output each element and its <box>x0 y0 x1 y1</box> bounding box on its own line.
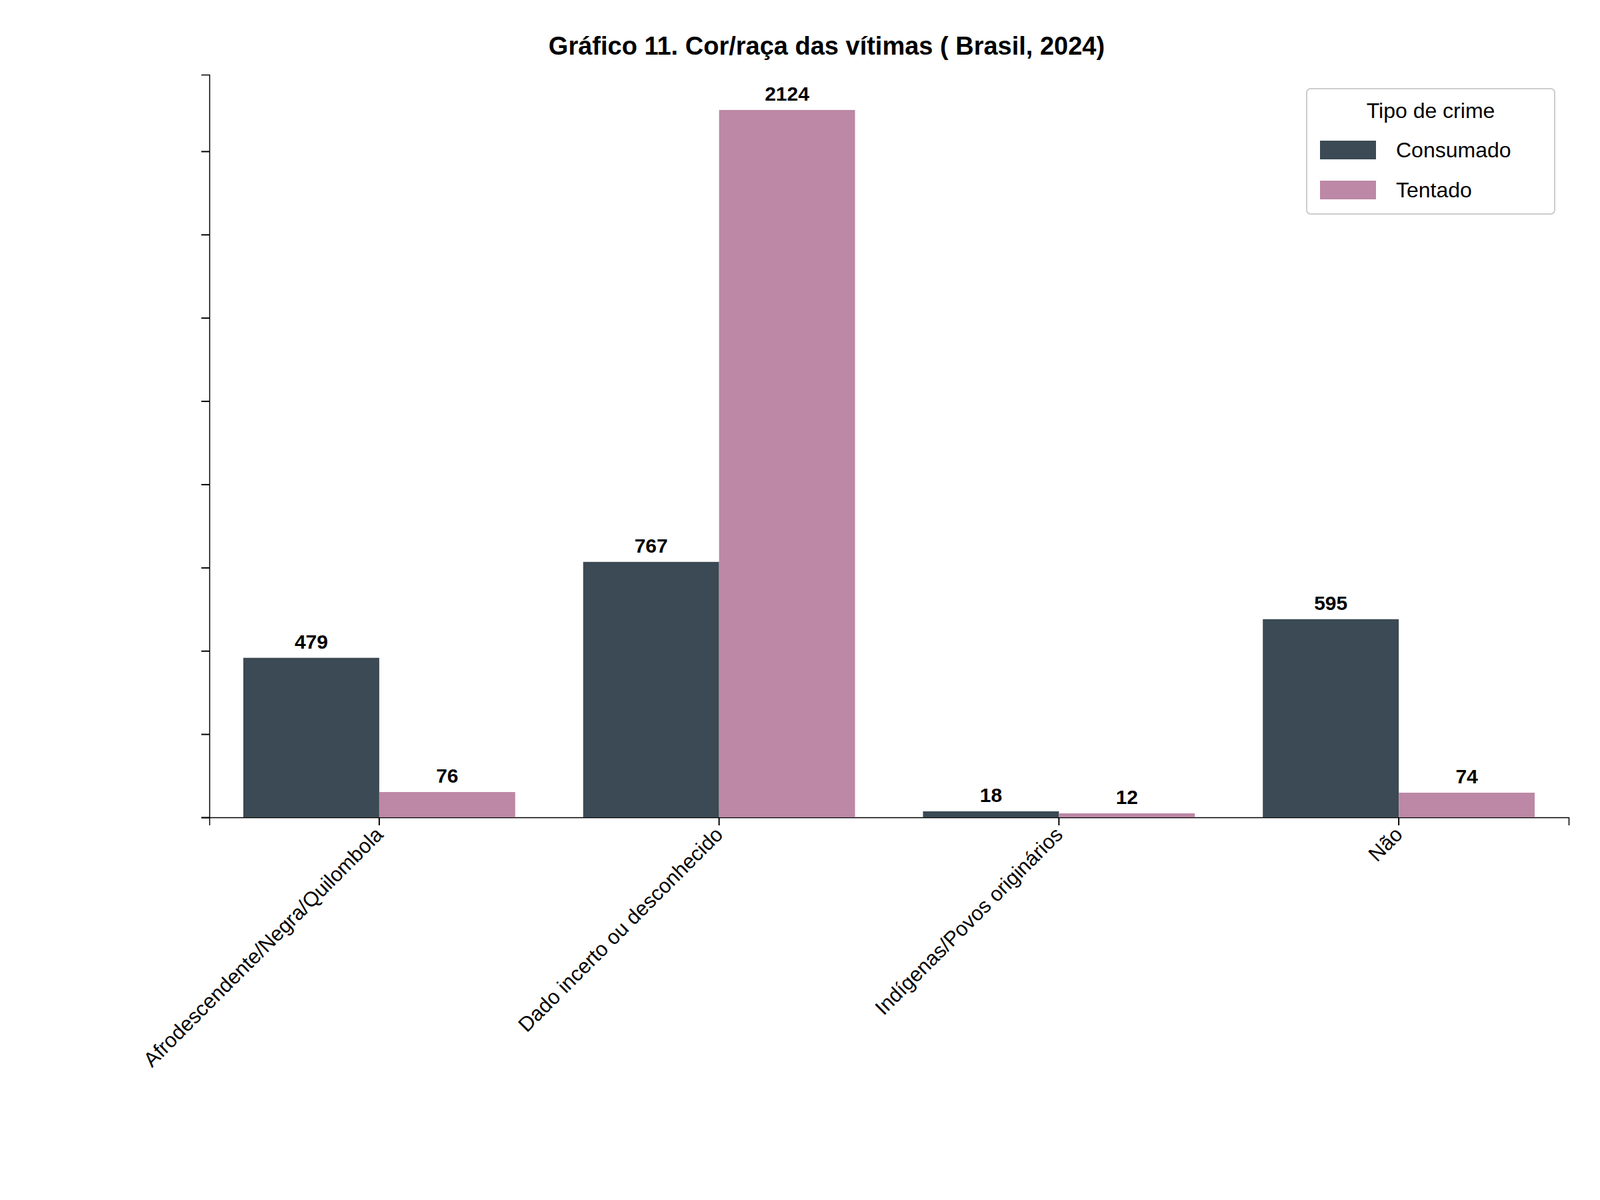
data-label: 12 <box>1116 786 1138 808</box>
y-tick <box>201 151 210 152</box>
bar <box>719 110 856 818</box>
bar <box>1262 619 1399 818</box>
data-label: 18 <box>980 784 1002 806</box>
bar <box>1398 792 1535 818</box>
title: Gráfico 11. Cor/raça das vítimas ( Brasi… <box>548 32 1105 60</box>
legend-title: Tipo de crime <box>1366 98 1496 123</box>
x-tick-mark <box>1058 817 1060 826</box>
y-tick <box>201 567 210 568</box>
data-label: 2124 <box>764 82 810 105</box>
y-tick-mark <box>201 650 210 652</box>
x-tick-label: Dado incerto ou desconhecido <box>513 822 728 1037</box>
x-axis: Afrodescendente/Negra/Quilombola Dado inc… <box>138 817 1569 1072</box>
y-tick-mark <box>201 734 210 736</box>
y-tick-mark <box>201 150 210 152</box>
y-tick-mark <box>201 317 210 319</box>
legend-label: Tentado <box>1396 178 1472 202</box>
legend-swatch <box>1320 180 1376 200</box>
x-tick: Dado incerto ou desconhecido <box>513 817 728 1037</box>
x-tick-label: Indígenas/Povos originários <box>870 822 1068 1020</box>
x-tick: Indígenas/Povos originários <box>870 817 1068 1020</box>
y-tick <box>201 650 210 652</box>
chart: Gráfico 11. Cor/raça das vítimas ( Brasi… <box>0 0 1600 1200</box>
bar <box>922 811 1059 818</box>
x-tick-mark <box>1398 817 1400 826</box>
data-labels: 479 767 18 595 76 2124 12 74 <box>294 82 1478 808</box>
y-tick <box>201 401 210 402</box>
x-tick-mark <box>378 817 380 826</box>
legend-swatch <box>1320 140 1376 160</box>
x-tick-mark <box>718 817 720 826</box>
data-label: 74 <box>1455 765 1478 788</box>
data-label: 479 <box>294 630 328 653</box>
data-label: 76 <box>436 764 458 787</box>
legend-label: Consumado <box>1396 138 1512 162</box>
legend-box <box>1306 88 1555 214</box>
bar <box>379 792 516 818</box>
y-tick-mark <box>201 484 210 486</box>
y-tick-mark <box>201 234 210 236</box>
legend: Tipo de crime Consumado Tentado <box>1306 88 1555 214</box>
data-label: 595 <box>1314 592 1348 614</box>
bar <box>1058 813 1195 818</box>
y-tick <box>201 318 210 319</box>
y-axis <box>201 75 210 818</box>
x-tick-label: Afrodescendente/Negra/Quilombola <box>138 822 388 1072</box>
y-tick <box>201 817 210 818</box>
plot: Afrodescendente/Negra/Quilombola Dado inc… <box>138 75 1569 1072</box>
x-tick: Afrodescendente/Negra/Quilombola <box>138 817 388 1072</box>
y-tick <box>201 484 210 485</box>
y-tick-mark <box>201 817 210 819</box>
bar <box>243 658 380 818</box>
data-label: 767 <box>634 534 668 557</box>
y-tick-mark <box>201 400 210 402</box>
y-tick <box>201 734 210 735</box>
x-tick-label: Não <box>1364 822 1408 866</box>
y-tick <box>201 234 210 236</box>
y-axis-line <box>201 75 210 818</box>
bars <box>243 110 1535 818</box>
bar <box>583 562 720 818</box>
x-tick: Não <box>1364 817 1408 866</box>
y-tick-mark <box>201 567 210 569</box>
x-axis-line <box>210 818 1570 826</box>
